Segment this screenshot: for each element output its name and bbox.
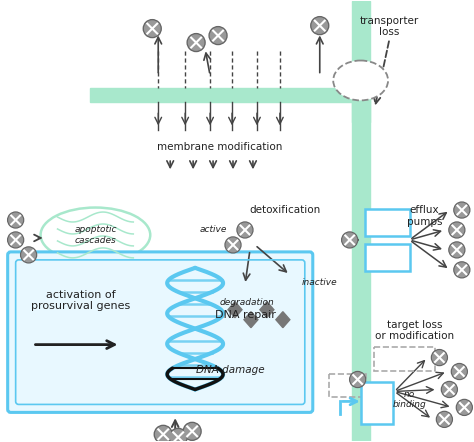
Text: efflux
pumps: efflux pumps (407, 205, 442, 227)
FancyBboxPatch shape (361, 382, 392, 424)
Circle shape (455, 263, 469, 277)
Circle shape (210, 28, 226, 43)
Circle shape (454, 202, 470, 218)
Circle shape (189, 35, 204, 50)
Circle shape (453, 365, 466, 378)
Circle shape (22, 248, 36, 262)
Text: DNA damage: DNA damage (196, 365, 264, 374)
Circle shape (449, 222, 465, 238)
Circle shape (154, 425, 172, 442)
Circle shape (226, 238, 240, 251)
Text: transporter
loss: transporter loss (360, 15, 419, 37)
FancyBboxPatch shape (8, 252, 313, 412)
Bar (91, 88, 352, 103)
Circle shape (184, 424, 200, 439)
Text: degradation: degradation (219, 298, 274, 307)
Polygon shape (244, 312, 258, 328)
Circle shape (143, 19, 161, 38)
Circle shape (225, 237, 241, 253)
Circle shape (237, 222, 253, 238)
Circle shape (450, 223, 464, 237)
Circle shape (438, 412, 451, 426)
Circle shape (449, 242, 465, 258)
Circle shape (171, 430, 186, 442)
Circle shape (8, 212, 24, 228)
Circle shape (437, 412, 452, 427)
Circle shape (9, 213, 22, 227)
Text: apoptotic
cascades: apoptotic cascades (74, 225, 117, 245)
Circle shape (433, 351, 446, 364)
FancyBboxPatch shape (365, 244, 410, 271)
Circle shape (450, 243, 464, 257)
Circle shape (312, 18, 328, 33)
Circle shape (311, 17, 329, 34)
Circle shape (342, 232, 358, 248)
Circle shape (350, 372, 365, 388)
Circle shape (21, 247, 36, 263)
Polygon shape (228, 302, 242, 318)
Circle shape (8, 232, 24, 248)
Text: active: active (200, 225, 227, 234)
Circle shape (169, 428, 187, 442)
Circle shape (454, 262, 470, 278)
Circle shape (155, 427, 171, 442)
Circle shape (187, 34, 205, 52)
Text: DNA repair: DNA repair (215, 310, 275, 320)
Text: inactive: inactive (302, 278, 337, 287)
Text: membrane modification: membrane modification (157, 142, 283, 152)
Circle shape (431, 350, 447, 366)
Circle shape (183, 423, 201, 440)
Circle shape (443, 383, 456, 396)
Circle shape (441, 381, 457, 397)
Ellipse shape (41, 208, 150, 263)
Polygon shape (260, 302, 274, 318)
Text: activation of
prosurvival genes: activation of prosurvival genes (31, 290, 130, 311)
Circle shape (145, 21, 160, 36)
Circle shape (343, 233, 356, 247)
Circle shape (238, 223, 252, 237)
Circle shape (351, 373, 365, 386)
FancyBboxPatch shape (365, 209, 410, 236)
Bar (352, 1, 370, 441)
Text: detoxification: detoxification (249, 205, 320, 215)
Circle shape (9, 233, 22, 247)
Circle shape (457, 400, 471, 414)
Ellipse shape (333, 61, 388, 100)
Circle shape (456, 400, 472, 415)
Text: target loss
or modification: target loss or modification (375, 320, 454, 341)
Circle shape (455, 203, 469, 217)
Circle shape (451, 364, 467, 380)
Text: no
binding: no binding (392, 390, 427, 409)
Polygon shape (276, 312, 290, 328)
Circle shape (209, 27, 227, 45)
